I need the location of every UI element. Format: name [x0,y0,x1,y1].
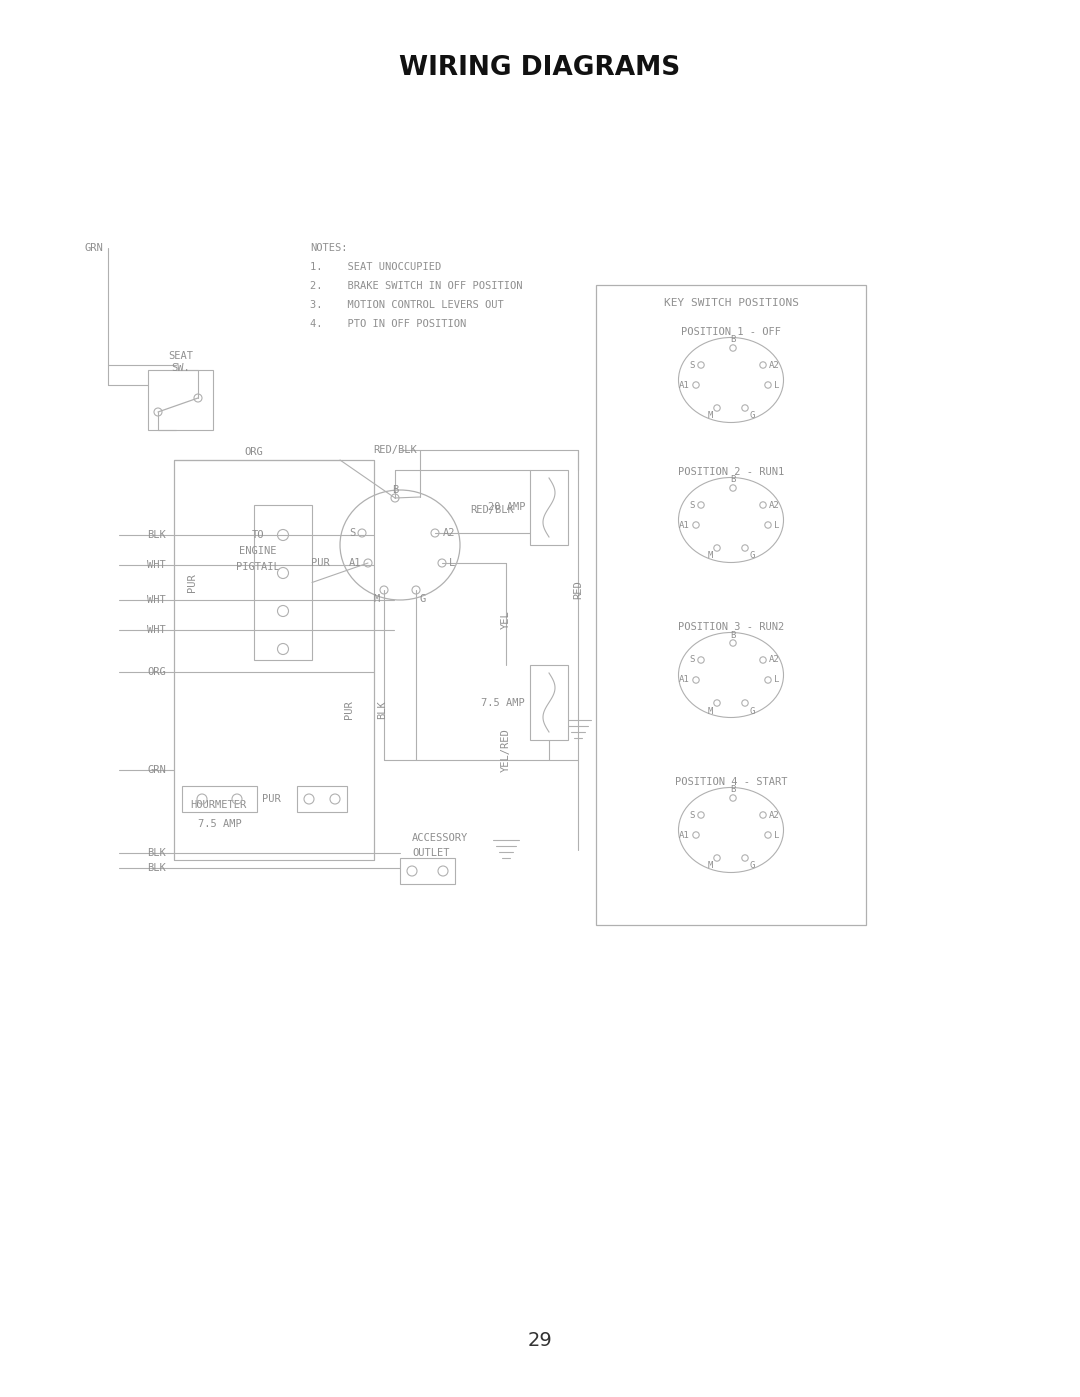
Text: HOURMETER: HOURMETER [190,800,246,810]
Text: A2: A2 [443,528,456,538]
Text: A1: A1 [679,521,690,529]
Text: YEL: YEL [501,610,511,630]
Text: TO: TO [252,529,265,541]
Text: KEY SWITCH POSITIONS: KEY SWITCH POSITIONS [663,298,798,307]
Ellipse shape [678,788,783,873]
Text: S: S [350,528,356,538]
Bar [183,787,257,812]
Ellipse shape [678,633,783,718]
Text: 4.    PTO IN OFF POSITION: 4. PTO IN OFF POSITION [310,319,467,330]
Text: WIRING DIAGRAMS: WIRING DIAGRAMS [400,54,680,81]
Text: ORG: ORG [245,447,264,457]
Text: PUR: PUR [187,573,197,592]
Text: OUTLET: OUTLET [411,848,449,858]
Text: GRN: GRN [84,243,103,253]
Ellipse shape [678,478,783,563]
Text: B: B [730,475,735,485]
Text: BLK: BLK [147,529,166,541]
Bar [297,787,347,812]
Ellipse shape [340,490,460,599]
Text: B: B [730,785,735,795]
Text: L: L [449,557,456,569]
Text: ENGINE: ENGINE [240,546,276,556]
Text: YEL/RED: YEL/RED [501,728,511,773]
Text: M: M [707,412,713,420]
Text: A2: A2 [769,500,780,510]
Text: S: S [690,655,696,665]
Text: WHT: WHT [147,595,166,605]
Text: BLK: BLK [147,848,166,858]
Text: B: B [392,485,399,495]
Text: M: M [707,552,713,560]
Text: POSITION 2 - RUN1: POSITION 2 - RUN1 [678,467,784,476]
Text: PUR: PUR [311,557,330,569]
Text: POSITION 4 - START: POSITION 4 - START [675,777,787,787]
Text: RED: RED [573,581,583,599]
Text: A1: A1 [679,830,690,840]
Text: M: M [707,862,713,870]
Text: 29: 29 [528,1330,552,1350]
Text: G: G [750,862,754,870]
Text: A1: A1 [679,380,690,390]
Text: L: L [774,676,780,685]
Text: BLK: BLK [377,701,387,719]
Text: G: G [750,707,754,715]
Text: SEAT: SEAT [168,351,193,360]
Text: SW.: SW. [171,363,190,373]
Bar [530,665,568,740]
Text: PUR: PUR [262,793,281,805]
Text: G: G [750,552,754,560]
Bar [596,285,866,925]
Text: NOTES:: NOTES: [310,243,348,253]
Text: 3.    MOTION CONTROL LEVERS OUT: 3. MOTION CONTROL LEVERS OUT [310,300,503,310]
Bar [148,370,213,430]
Text: 2.    BRAKE SWITCH IN OFF POSITION: 2. BRAKE SWITCH IN OFF POSITION [310,281,523,291]
Bar [530,469,568,545]
Text: A1: A1 [679,676,690,685]
Text: L: L [774,380,780,390]
Text: A2: A2 [769,655,780,665]
Text: B: B [730,335,735,345]
Text: BLK: BLK [147,863,166,873]
Text: GRN: GRN [147,766,166,775]
Ellipse shape [678,338,783,422]
Bar [254,504,312,659]
Text: S: S [690,360,696,369]
Text: POSITION 1 - OFF: POSITION 1 - OFF [681,327,781,337]
Text: M: M [707,707,713,715]
Text: POSITION 3 - RUN2: POSITION 3 - RUN2 [678,622,784,631]
Text: RED/BLK: RED/BLK [373,446,417,455]
Text: B: B [730,630,735,640]
Text: G: G [750,412,754,420]
Bar [400,858,455,884]
Text: ORG: ORG [147,666,166,678]
Text: G: G [420,594,427,604]
Text: 1.    SEAT UNOCCUPIED: 1. SEAT UNOCCUPIED [310,263,442,272]
Text: ACCESSORY: ACCESSORY [411,833,469,842]
Text: S: S [690,810,696,820]
Text: M: M [374,594,380,604]
Bar [174,460,374,861]
Text: 20 AMP: 20 AMP [487,503,525,513]
Text: L: L [774,830,780,840]
Text: WHT: WHT [147,560,166,570]
Text: A2: A2 [769,360,780,369]
Text: RED/BLK: RED/BLK [470,504,514,515]
Text: S: S [690,500,696,510]
Text: A2: A2 [769,810,780,820]
Text: A1: A1 [349,557,361,569]
Text: PIGTAIL: PIGTAIL [237,562,280,571]
Text: PUR: PUR [345,701,354,719]
Text: 7.5 AMP: 7.5 AMP [198,819,241,828]
Text: L: L [774,521,780,529]
Text: 7.5 AMP: 7.5 AMP [482,697,525,707]
Text: WHT: WHT [147,624,166,636]
